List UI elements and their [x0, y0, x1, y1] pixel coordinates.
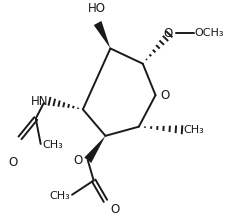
Text: O: O [110, 203, 119, 216]
Polygon shape [84, 136, 105, 163]
Text: O: O [160, 89, 169, 102]
Text: O: O [9, 156, 18, 169]
Text: OCH₃: OCH₃ [194, 28, 223, 38]
Text: O: O [162, 27, 171, 40]
Text: O: O [73, 154, 83, 167]
Text: HN: HN [31, 95, 48, 108]
Text: HO: HO [87, 2, 105, 15]
Polygon shape [93, 21, 110, 48]
Text: CH₃: CH₃ [182, 125, 203, 135]
Text: CH₃: CH₃ [43, 140, 63, 150]
Text: CH₃: CH₃ [49, 191, 70, 201]
